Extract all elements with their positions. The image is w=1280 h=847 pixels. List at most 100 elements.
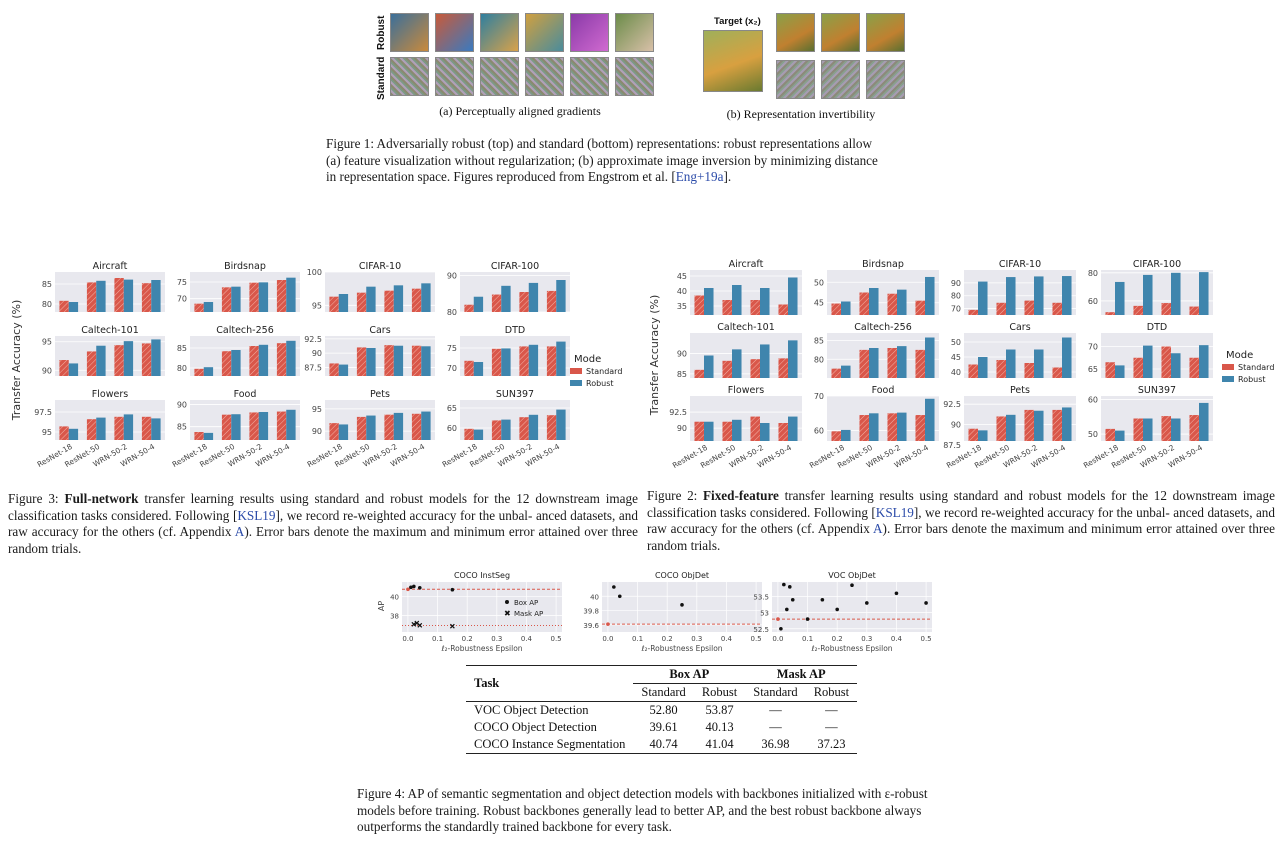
bar-robust <box>841 429 851 441</box>
bar-standard <box>546 346 557 376</box>
bar-robust <box>96 345 106 376</box>
bar-standard <box>356 292 367 312</box>
table-subheader: Robust <box>701 685 738 699</box>
panel-title: SUN397 <box>496 389 534 400</box>
bar-standard <box>519 417 529 440</box>
panel-cifar-10: CIFAR-10 70 80 90 <box>951 259 1076 315</box>
bar-robust <box>286 340 296 376</box>
panel-title: Flowers <box>728 385 764 396</box>
scatter-panel-coco-objdet: COCO ObjDet 0.0 0.1 0.2 0.3 0.4 0.5 39.6 39.8 40 ℓ… <box>583 571 762 653</box>
y-tick-label: 39.8 <box>583 608 599 616</box>
data-point-box-ap <box>835 607 839 612</box>
bar-standard <box>859 415 869 441</box>
panel-food: Food8590ResNet-18ResNet-50WRN-50-2WRN-50… <box>171 389 300 469</box>
bar-robust <box>421 283 431 312</box>
panel-pets: Pets87.59092.5ResNet-18ResNet-50WRN-50-2… <box>943 385 1076 470</box>
table-header-box: Box AP <box>633 665 746 684</box>
bar-standard <box>915 349 925 378</box>
y-tick-label: 53.5 <box>753 594 769 602</box>
y-tick-label: 45 <box>814 299 824 308</box>
bar-robust <box>123 279 134 312</box>
table-cell: 40.74 <box>649 737 678 751</box>
panel-title: SUN397 <box>1138 385 1176 396</box>
legend-marker-mask: ✖ <box>504 609 511 618</box>
bar-robust <box>258 282 269 312</box>
bar-robust <box>897 346 907 378</box>
standard-visualization <box>615 57 654 96</box>
bar-standard <box>276 343 287 376</box>
x-tick-label: 0.5 <box>921 635 932 643</box>
data-point-box-ap <box>779 626 783 631</box>
bar-robust <box>1034 410 1044 441</box>
bar-standard <box>141 416 152 440</box>
panel-title: DTD <box>1147 322 1167 333</box>
caption-line: models before training. Robust backbones… <box>357 802 922 818</box>
panel-flowers: Flowers9597.5ResNet-18ResNet-50WRN-50-2W… <box>34 389 165 469</box>
panel-caltech-101: Caltech-101 85 90 <box>677 322 802 379</box>
data-point-box-ap <box>617 594 622 599</box>
bar-standard <box>722 360 732 378</box>
standard-visualization <box>435 57 474 96</box>
bar-standard <box>356 416 367 440</box>
bar-standard <box>996 302 1006 315</box>
panel-title: COCO ObjDet <box>655 571 709 580</box>
robust-visualization <box>570 13 609 52</box>
table-subheader: Standard <box>641 685 686 699</box>
bar-robust <box>501 285 511 312</box>
bar-robust <box>123 341 134 376</box>
bar-robust <box>393 345 404 376</box>
bar-standard <box>194 303 204 312</box>
bar-robust <box>1006 277 1016 315</box>
bar-standard <box>831 431 841 441</box>
bar-standard <box>276 280 287 312</box>
bar-robust <box>1006 349 1016 378</box>
x-tick-label: 0.4 <box>721 635 733 643</box>
bar-standard <box>1105 312 1115 315</box>
robust-visualization <box>435 13 474 52</box>
panel-title: DTD <box>505 325 525 336</box>
bar-robust <box>978 430 988 441</box>
y-tick-label: 70 <box>177 295 187 304</box>
panel-title: Cars <box>369 325 390 336</box>
panel-title: Aircraft <box>729 259 764 270</box>
panel-title: Birdsnap <box>224 261 266 272</box>
bar-robust <box>788 340 798 378</box>
data-point-box-ap <box>409 585 413 590</box>
appendix-link[interactable]: A <box>873 521 883 536</box>
y-tick-label: 95 <box>42 338 52 347</box>
bar-standard <box>1024 300 1034 315</box>
citation-link[interactable]: KSL19 <box>237 507 276 523</box>
citation-link[interactable]: KSL19 <box>875 504 914 520</box>
caption-text: ). Error bars denote the maximum and <box>244 524 450 539</box>
caption-bold: Full-network <box>64 491 139 506</box>
y-tick-label: 90 <box>312 427 322 436</box>
caption-text: anced datasets, and raw accuracy for the… <box>8 507 638 540</box>
bar-standard <box>384 414 394 440</box>
panel-sun397: SUN3975060ResNet-18ResNet-50WRN-50-2WRN-… <box>1082 385 1213 470</box>
y-tick-label: 87.5 <box>304 363 322 372</box>
bar-robust <box>1143 274 1153 315</box>
table-header-task: Task <box>474 676 500 690</box>
caption-text: transfer learning results using standard… <box>778 488 1238 503</box>
bar-standard <box>1024 409 1034 441</box>
panel-title: Caltech-256 <box>854 322 911 333</box>
data-point-box-ap <box>450 587 455 592</box>
legend-marker-box <box>505 600 509 604</box>
bar-robust <box>231 350 241 376</box>
table-cell-task: COCO Instance Segmentation <box>474 737 626 751</box>
x-tick-label: 0.1 <box>802 635 813 643</box>
robust-visualization <box>615 13 654 52</box>
x-tick-label: 0.3 <box>491 635 502 643</box>
bar-standard <box>329 363 339 376</box>
appendix-link[interactable]: A <box>234 524 245 539</box>
bar-standard <box>1161 416 1171 441</box>
citation-link[interactable]: Eng+19a <box>675 169 724 184</box>
bar-standard <box>519 346 529 376</box>
y-tick-label: 40 <box>590 593 599 601</box>
bar-standard <box>887 348 897 378</box>
y-tick-label: 95 <box>42 428 52 437</box>
bar-robust <box>1115 281 1125 315</box>
bar-robust <box>556 409 566 440</box>
bar-robust <box>1171 353 1181 378</box>
figure-3-caption: Figure 3: Full-network transfer learning… <box>8 491 638 557</box>
